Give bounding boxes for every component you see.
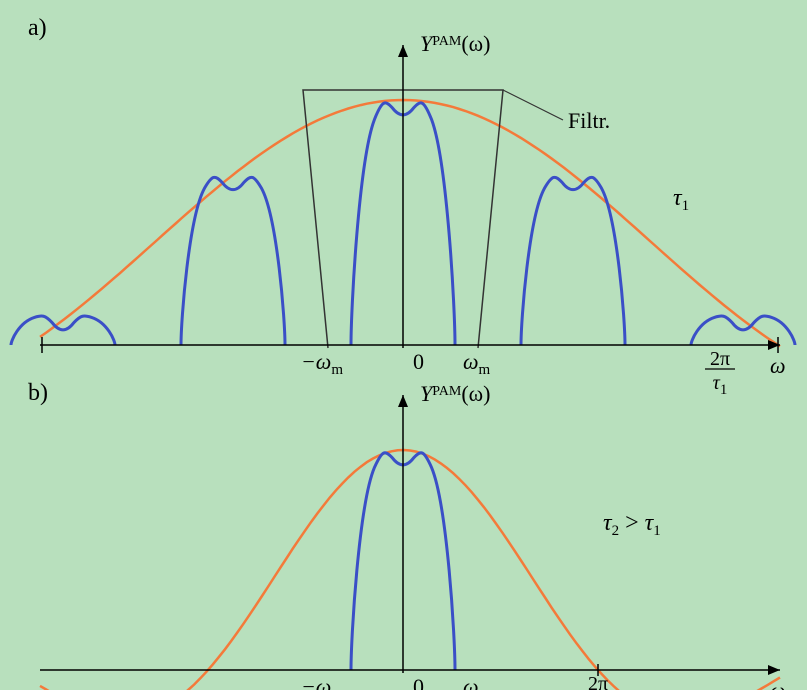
spectrum-diagram: Filtr.YPAM(ω)−ωm0ωm2πτ1ωτ1a)YPAM(ω)−ωm0ω… — [0, 0, 807, 690]
x-axis-label: ω — [770, 678, 786, 690]
tick-zero: 0 — [413, 674, 424, 690]
filter-label: Filtr. — [568, 108, 610, 133]
x-axis-label: ω — [770, 353, 786, 378]
tick-zero: 0 — [413, 349, 424, 374]
panel-label: b) — [28, 380, 48, 406]
tick-2pi-over-tau-num: 2π — [710, 348, 730, 370]
panel-label: a) — [28, 15, 47, 41]
tick-2pi-over-tau-num: 2π — [588, 673, 608, 690]
